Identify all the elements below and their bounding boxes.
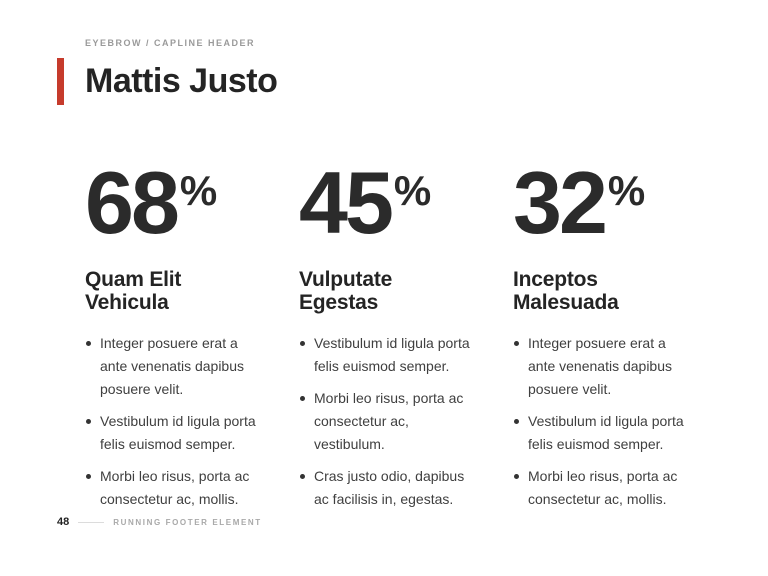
accent-bar [57, 58, 64, 105]
footer: 48 RUNNING FOOTER ELEMENT [57, 516, 262, 528]
percent-sign: % [607, 167, 646, 214]
column-heading: Inceptos Malesuada [513, 268, 619, 314]
stat-column-3: 32 % Inceptos Malesuada Integer posuere … [513, 159, 700, 520]
stat-figure: 45 % [299, 159, 486, 247]
percent-sign: % [393, 167, 432, 214]
bullet-item: Vestibulum id ligula porta felis euismod… [299, 332, 486, 378]
bullet-item: Morbi leo risus, porta ac consectetur ac… [299, 387, 486, 456]
stat-column-1: 68 % Quam Elit Vehicula Integer posuere … [85, 159, 272, 520]
column-heading: Vulputate Egestas [299, 268, 393, 314]
bullet-item: Cras justo odio, dapibus ac facilisis in… [299, 465, 486, 511]
stat-value: 68 [85, 153, 180, 252]
footer-divider [78, 521, 105, 523]
stat-value: 32 [513, 153, 608, 252]
eyebrow-label: EYEBROW / CAPLINE HEADER [85, 38, 256, 48]
page-number: 48 [57, 516, 70, 528]
stat-column-2: 45 % Vulputate Egestas Vestibulum id lig… [299, 159, 486, 520]
bullet-list: Integer posuere erat a ante venenatis da… [85, 332, 272, 511]
stat-value: 45 [299, 153, 394, 252]
bullet-item: Vestibulum id ligula porta felis euismod… [85, 410, 272, 456]
bullet-item: Integer posuere erat a ante venenatis da… [513, 332, 700, 401]
stat-columns: 68 % Quam Elit Vehicula Integer posuere … [85, 159, 700, 520]
percent-sign: % [179, 167, 218, 214]
title-row: Mattis Justo [57, 58, 278, 105]
bullet-item: Morbi leo risus, porta ac consectetur ac… [85, 465, 272, 511]
stat-figure: 32 % [513, 159, 700, 247]
stat-figure: 68 % [85, 159, 272, 247]
page-title: Mattis Justo [85, 61, 278, 100]
column-heading: Quam Elit Vehicula [85, 268, 182, 314]
bullet-list: Vestibulum id ligula porta felis euismod… [299, 332, 486, 511]
bullet-item: Morbi leo risus, porta ac consectetur ac… [513, 465, 700, 511]
bullet-item: Integer posuere erat a ante venenatis da… [85, 332, 272, 401]
bullet-item: Vestibulum id ligula porta felis euismod… [513, 410, 700, 456]
bullet-list: Integer posuere erat a ante venenatis da… [513, 332, 700, 511]
footer-label: RUNNING FOOTER ELEMENT [113, 517, 262, 527]
